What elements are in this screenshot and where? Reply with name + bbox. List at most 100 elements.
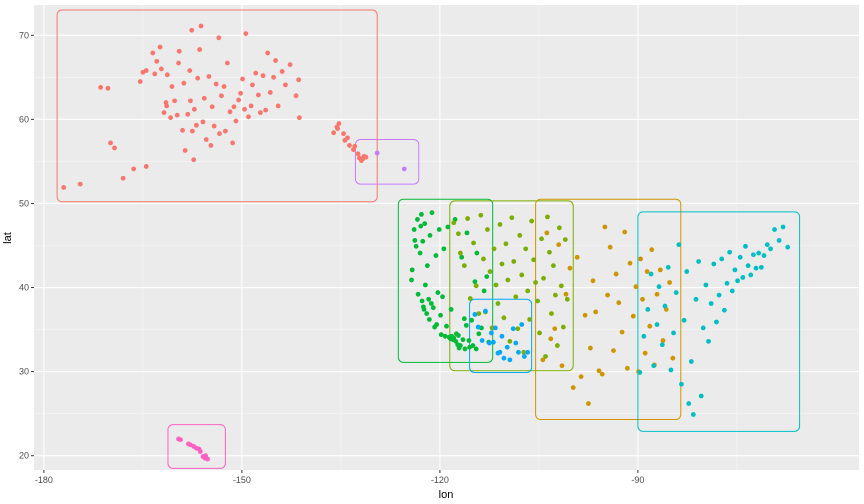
- y-tick-label: 60: [19, 114, 29, 124]
- data-point: [756, 250, 762, 256]
- data-point: [253, 70, 259, 76]
- data-point: [172, 98, 177, 104]
- data-point: [158, 66, 164, 72]
- data-point: [665, 264, 671, 270]
- data-point: [527, 317, 533, 322]
- data-point: [475, 324, 481, 330]
- data-point: [206, 74, 212, 79]
- data-point: [570, 385, 576, 390]
- data-point: [785, 244, 791, 250]
- data-point: [137, 79, 143, 84]
- data-point: [472, 279, 478, 285]
- data-point: [198, 23, 204, 29]
- data-point: [256, 92, 261, 98]
- data-point: [724, 280, 730, 286]
- data-point: [422, 282, 428, 288]
- data-point: [556, 225, 562, 231]
- data-point: [429, 210, 435, 216]
- data-point: [415, 217, 420, 222]
- data-point: [164, 72, 170, 78]
- data-point: [358, 158, 364, 163]
- data-point: [213, 81, 219, 87]
- data-point: [525, 288, 531, 294]
- data-point: [599, 371, 605, 377]
- data-point: [267, 90, 273, 95]
- data-point: [287, 62, 293, 68]
- data-point: [467, 296, 473, 301]
- data-point: [168, 115, 174, 121]
- data-point: [521, 349, 527, 355]
- data-point: [424, 263, 430, 269]
- data-point: [627, 260, 633, 266]
- data-point: [562, 237, 568, 243]
- y-tick-label: 50: [19, 198, 29, 208]
- data-point: [143, 164, 149, 169]
- data-point: [191, 157, 197, 163]
- data-point: [616, 300, 622, 306]
- data-point: [492, 325, 498, 331]
- data-point: [525, 349, 531, 355]
- cluster-box: [469, 298, 533, 373]
- data-point: [195, 75, 201, 81]
- data-point: [335, 126, 340, 132]
- data-point: [673, 290, 679, 295]
- data-point: [227, 109, 233, 115]
- data-point: [490, 339, 496, 345]
- data-point: [693, 296, 699, 302]
- data-point: [548, 336, 554, 342]
- data-point: [737, 254, 743, 260]
- data-point: [679, 381, 684, 387]
- data-point: [703, 282, 709, 288]
- data-point: [479, 338, 485, 343]
- data-point: [743, 243, 748, 249]
- data-point: [560, 324, 566, 330]
- data-point: [641, 333, 647, 339]
- data-point: [541, 275, 546, 281]
- data-point: [230, 140, 236, 146]
- data-point: [481, 288, 487, 294]
- data-point: [503, 241, 509, 247]
- data-point: [440, 294, 445, 300]
- data-point: [242, 106, 247, 112]
- data-point: [180, 127, 185, 133]
- data-point: [169, 84, 175, 89]
- data-point: [415, 291, 421, 297]
- data-point: [633, 284, 639, 290]
- y-axis-title: lat: [2, 232, 14, 244]
- data-point: [209, 104, 215, 110]
- data-point: [714, 319, 719, 325]
- data-point: [341, 131, 346, 137]
- data-point: [501, 315, 507, 321]
- data-point: [464, 230, 470, 236]
- data-point: [582, 312, 588, 318]
- data-point: [445, 224, 451, 230]
- data-point: [558, 283, 564, 289]
- data-point: [735, 278, 740, 284]
- data-point: [553, 292, 558, 298]
- data-point: [441, 246, 447, 252]
- data-point: [363, 154, 369, 160]
- data-point: [457, 343, 463, 348]
- data-point: [203, 137, 209, 142]
- data-point: [660, 338, 666, 343]
- data-point: [721, 307, 727, 313]
- data-point: [716, 292, 722, 298]
- data-point: [211, 123, 217, 129]
- data-point: [436, 227, 442, 232]
- data-point: [201, 95, 207, 101]
- data-point: [700, 325, 706, 331]
- data-point: [174, 112, 180, 118]
- data-point: [424, 311, 430, 316]
- x-axis-title: lon: [439, 489, 454, 501]
- data-point: [549, 311, 554, 316]
- data-point: [772, 227, 777, 232]
- y-axis-ticks: 20 30 40 50 60 70: [19, 30, 34, 461]
- data-point: [551, 263, 556, 269]
- data-point: [708, 301, 714, 306]
- data-point: [451, 220, 457, 226]
- data-point: [768, 246, 773, 252]
- data-point: [602, 224, 608, 230]
- data-point: [459, 254, 465, 260]
- data-point: [645, 306, 651, 312]
